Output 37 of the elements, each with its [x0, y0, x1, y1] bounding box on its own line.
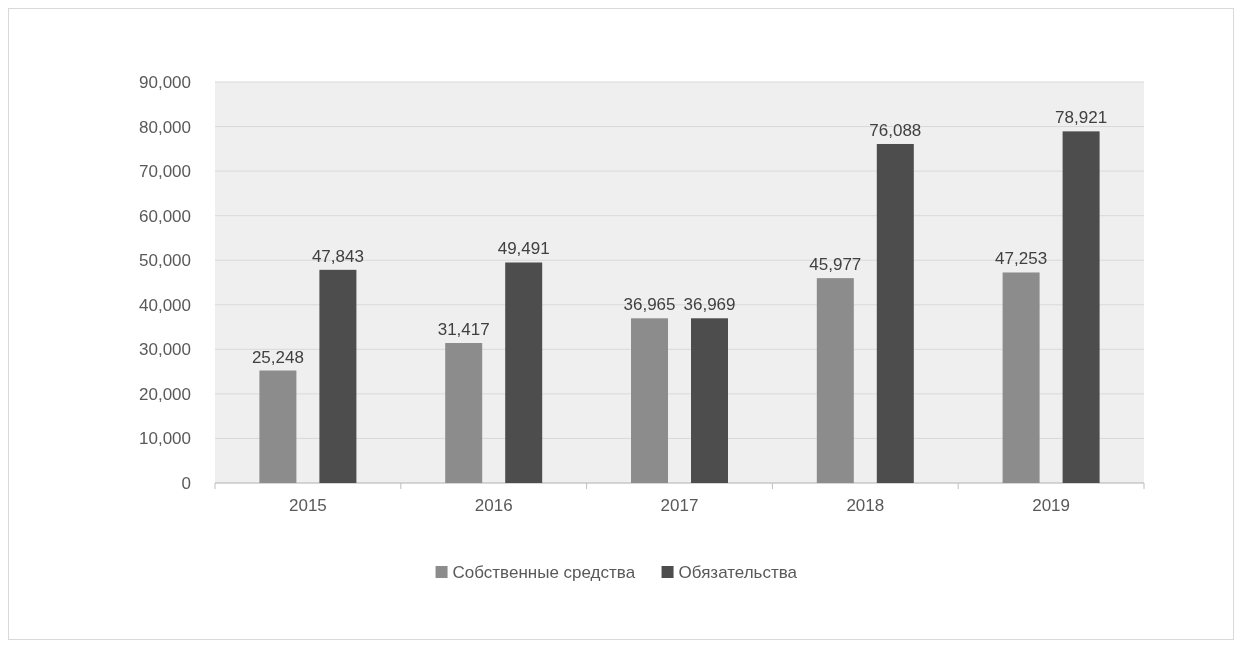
bar: [505, 262, 543, 483]
y-tick-label: 90,000: [139, 72, 191, 92]
bar: [445, 343, 483, 483]
bar: [1002, 272, 1040, 483]
y-tick-label: 10,000: [139, 429, 191, 449]
y-tick-label: 30,000: [139, 340, 191, 360]
y-tick-label: 40,000: [139, 295, 191, 315]
data-label: 31,417: [437, 320, 490, 340]
bar: [691, 318, 728, 483]
data-label: 78,921: [1055, 108, 1108, 128]
data-label: 36,969: [683, 295, 736, 315]
y-tick-label: 20,000: [139, 384, 191, 404]
y-tick-label: 60,000: [139, 206, 191, 226]
y-tick-label: 70,000: [139, 162, 191, 182]
bar: [259, 370, 297, 483]
data-label: 76,088: [869, 120, 922, 140]
data-label: 47,843: [311, 246, 364, 266]
data-label: 47,253: [995, 249, 1048, 269]
y-tick-label: 50,000: [139, 251, 191, 271]
data-label: 36,965: [623, 295, 676, 315]
bar: [631, 318, 668, 483]
bar: [816, 278, 854, 483]
data-label: 45,977: [809, 255, 862, 275]
x-tick-label: 2015: [288, 496, 327, 515]
y-tick-label: 0: [181, 473, 191, 493]
y-tick-label: 80,000: [139, 117, 191, 137]
bar: [1062, 131, 1100, 483]
bar: [319, 269, 357, 483]
x-tick-label: 2018: [846, 496, 885, 515]
bar: [876, 143, 914, 483]
legend-label: Обязательства: [678, 562, 798, 582]
x-tick-label: 2017: [660, 496, 699, 515]
legend-label: Собственные средства: [452, 562, 636, 582]
x-tick-label: 2019: [1032, 496, 1071, 515]
data-label: 49,491: [497, 239, 550, 259]
data-label: 25,248: [251, 347, 304, 367]
x-tick-label: 2016: [474, 496, 513, 515]
